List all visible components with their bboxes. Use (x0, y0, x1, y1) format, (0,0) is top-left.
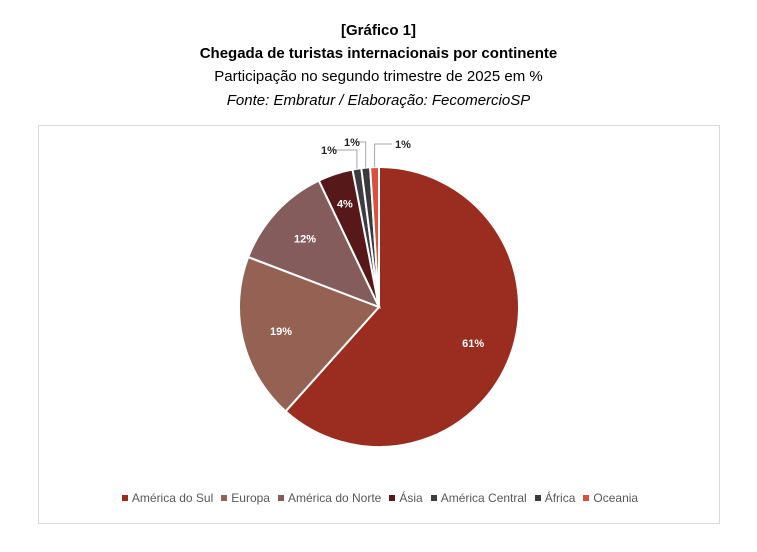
legend-label: Europa (231, 491, 270, 505)
data-label-america-do-sul: 61% (462, 338, 484, 350)
pie-slice-europa (238, 255, 381, 413)
legend-label: América do Sul (131, 491, 214, 505)
data-label-africa: 1% (344, 137, 360, 149)
legend-swatch (389, 494, 396, 501)
chart-title: Chegada de turistas internacionais por c… (199, 45, 558, 62)
legend-item-europa: Europa (221, 491, 270, 505)
legend-label: América do Norte (287, 491, 382, 505)
data-label-america-do-norte: 12% (294, 234, 316, 246)
legend-swatch (277, 494, 284, 501)
pie-slice-america-do-norte (246, 179, 381, 309)
legend-item-oceania: Oceania (583, 491, 638, 505)
legend-item-america-central: América Central (430, 491, 527, 505)
pie-chart: 61% 19% 12% 4% 1% 1% 1% (238, 137, 520, 448)
data-label-europa: 19% (270, 326, 292, 338)
leader-line-america-central (333, 149, 358, 169)
data-label-oceania: 1% (395, 139, 411, 151)
data-label-america-central: 1% (321, 145, 337, 157)
legend-item-america-do-norte: América do Norte (277, 491, 382, 505)
legend-swatch (430, 494, 437, 501)
chart-legend: América do Sul Europa América do Norte Ásia… (39, 491, 721, 505)
leader-line-oceania (374, 143, 392, 168)
legend-swatch (534, 494, 541, 501)
chart-source: Fonte: Embratur / Elaboração: Fecomercio… (226, 92, 531, 109)
legend-item-asia: Ásia (389, 491, 423, 505)
legend-item-africa: África (534, 491, 576, 505)
legend-label: América Central (440, 491, 527, 505)
legend-label: Ásia (399, 491, 423, 505)
chart-number-label: [Gráfico 1] (340, 22, 416, 39)
legend-swatch (121, 494, 128, 501)
legend-swatch (221, 494, 228, 501)
data-label-asia: 4% (337, 198, 353, 210)
legend-item-america-do-sul: América do Sul (121, 491, 214, 505)
chart-subtitle: Participação no segundo trimestre de 202… (214, 68, 543, 85)
chart-frame: 61% 19% 12% 4% 1% 1% 1% América do Sul Europa Am… (38, 125, 720, 524)
leader-line-africa (356, 141, 367, 168)
legend-label: África (544, 491, 576, 505)
legend-swatch (583, 494, 590, 501)
pie-slice-america-do-sul (284, 165, 520, 448)
legend-label: Oceania (593, 491, 639, 505)
